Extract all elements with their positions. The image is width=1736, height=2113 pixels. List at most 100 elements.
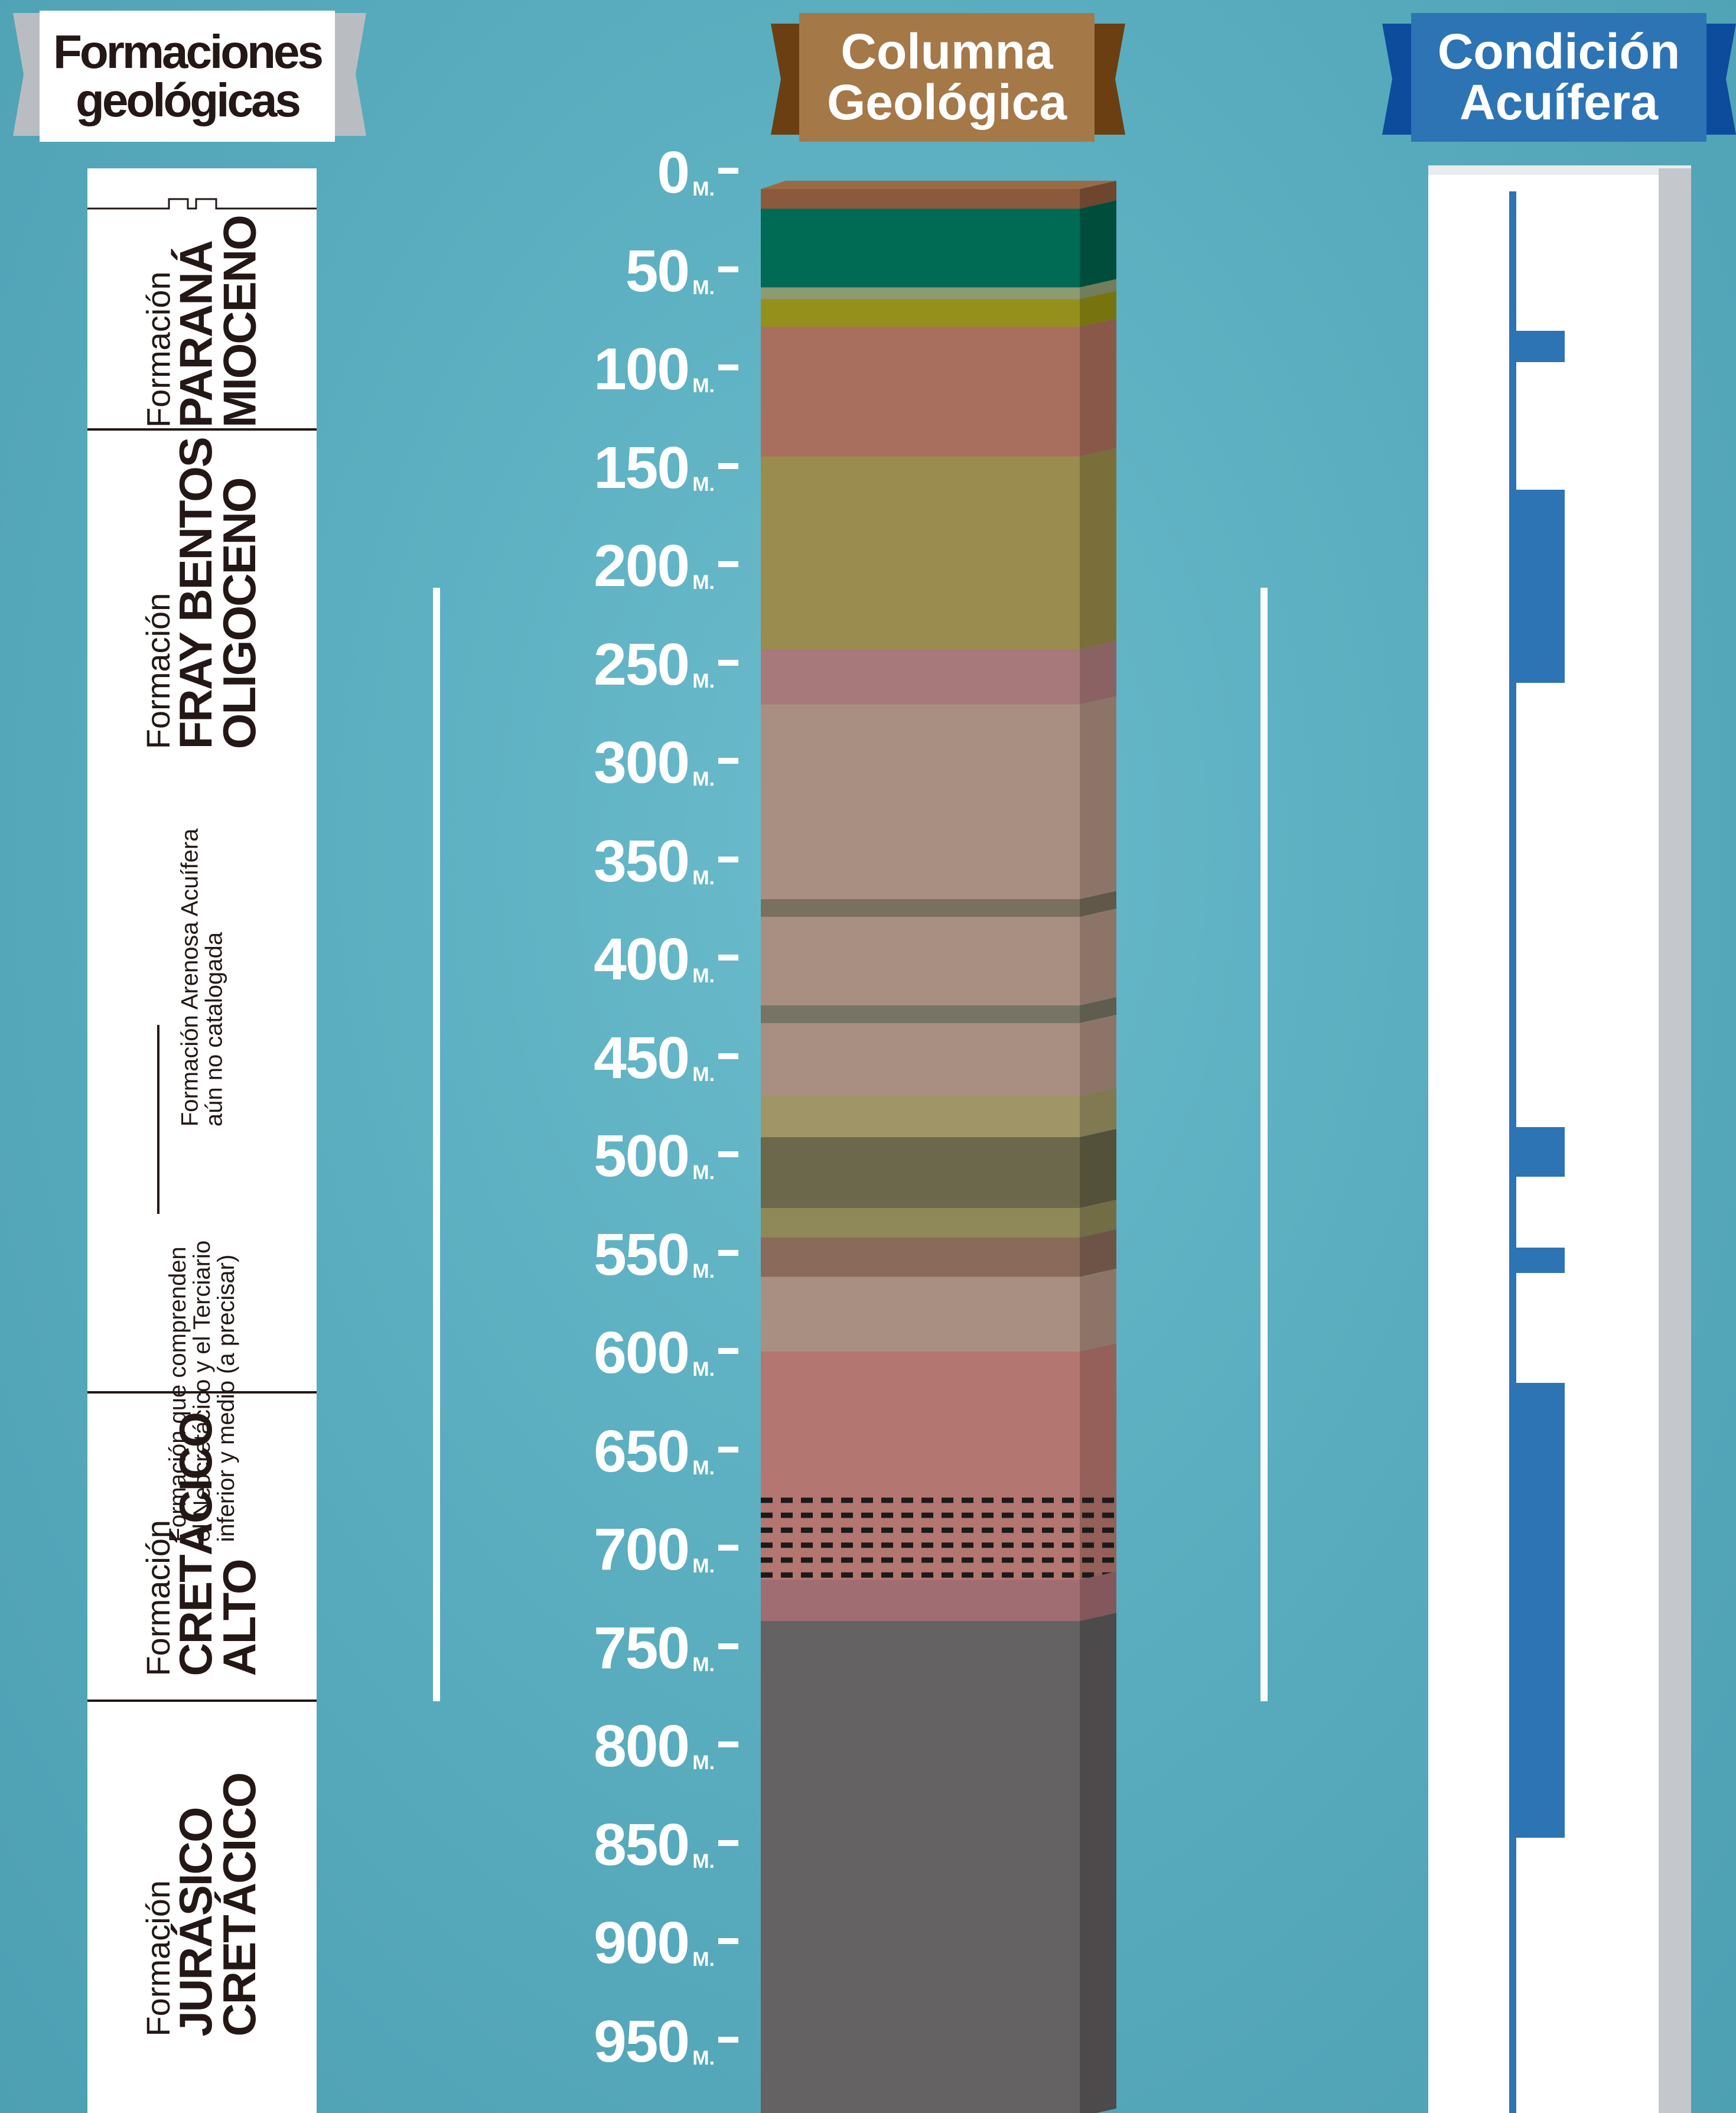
depth-tick	[718, 168, 738, 174]
formations-table: Formación PARANÁ MIOCENO Formación FRAY …	[87, 168, 317, 2113]
depth-value: 700	[594, 1516, 690, 1583]
column-layer-side	[1080, 891, 1116, 917]
depth-tick	[718, 463, 738, 469]
column-layer	[761, 209, 1080, 288]
column-layer	[761, 1137, 1080, 1209]
column-layer-side	[1080, 1268, 1116, 1352]
column-layer	[761, 899, 1080, 918]
depth-label: 800 M.	[59, 1717, 738, 1776]
depth-unit: M.	[692, 866, 715, 889]
depth-label: 400 M.	[59, 930, 738, 989]
column-layer	[761, 327, 1080, 457]
depth-value: 550	[594, 1221, 690, 1288]
depth-unit: M.	[692, 1161, 715, 1184]
depth-tick	[718, 2036, 738, 2043]
depth-value: 250	[594, 631, 690, 698]
formation-divider	[87, 1391, 317, 1394]
depth-tick	[718, 364, 738, 370]
depth-unit: M.	[692, 1456, 715, 1479]
formation-arenosa-bracket	[157, 1025, 159, 1214]
depth-label: 500 M.	[59, 1127, 738, 1186]
column-layer	[761, 1277, 1080, 1353]
column-layer-side	[1080, 279, 1116, 299]
depth-label: 300 M.	[59, 733, 738, 792]
depth-value: 650	[594, 1418, 690, 1484]
depth-value: 850	[594, 1811, 690, 1878]
depth-value: 350	[594, 828, 690, 894]
column-top-cap	[761, 181, 1116, 189]
depth-unit: M.	[692, 669, 715, 692]
depth-value: 900	[594, 1910, 690, 1976]
depth-tick	[718, 856, 738, 862]
depth-value: 100	[594, 336, 690, 402]
depth-unit: M.	[692, 1751, 715, 1774]
formation-jurasico-era: CRETÁCICO	[213, 1773, 266, 2037]
depth-value: 200	[594, 533, 690, 599]
column-layer	[761, 917, 1080, 1006]
depth-tick	[718, 1938, 738, 1944]
depth-unit: M.	[692, 1259, 715, 1282]
aquifer-zone	[1509, 490, 1565, 683]
depth-label: 550 M.	[59, 1225, 738, 1284]
column-layer	[761, 287, 1080, 300]
aquifer-zone	[1509, 1127, 1565, 1177]
column-layer	[761, 1096, 1080, 1138]
depth-label: 150 M.	[59, 438, 738, 497]
depth-label: 250 M.	[59, 635, 738, 694]
column-layer-side	[1080, 1571, 1116, 1622]
depth-tick	[718, 1839, 738, 1846]
depth-value: 750	[594, 1614, 690, 1681]
depth-value: 400	[594, 926, 690, 992]
depth-value: 500	[594, 1123, 690, 1189]
header-columna-line2: Geológica	[826, 74, 1067, 130]
depth-label: 350 M.	[59, 832, 738, 891]
depth-label: 700 M.	[59, 1520, 738, 1579]
depth-value: 300	[594, 730, 690, 796]
depth-tick	[718, 955, 738, 961]
column-layer	[761, 1207, 1080, 1238]
column-layer-side	[1080, 181, 1116, 209]
depth-value: 450	[594, 1024, 690, 1091]
column-layer	[761, 1005, 1080, 1024]
depth-tick	[718, 1348, 738, 1354]
depth-tick	[718, 659, 738, 666]
header-condicion-acuifera: Condición Acuífera	[1411, 13, 1706, 142]
depth-value: 150	[594, 434, 690, 501]
column-layer-side	[1080, 1229, 1116, 1277]
depth-tick	[718, 561, 738, 567]
depth-unit: M.	[692, 1948, 715, 1971]
column-layer	[761, 649, 1080, 705]
column-layer	[761, 1352, 1080, 1488]
column-layer	[761, 1580, 1080, 1622]
depth-tick	[718, 1545, 738, 1551]
header-columna-line1: Columna	[841, 24, 1053, 80]
depth-unit: M.	[692, 1555, 715, 1577]
header-formaciones-line2: geológicas	[76, 74, 301, 126]
depth-unit: M.	[692, 178, 715, 200]
depth-label: 450 M.	[59, 1028, 738, 1088]
depth-unit: M.	[692, 1358, 715, 1381]
depth-unit: M.	[692, 768, 715, 790]
left-vertical-line	[433, 588, 440, 1701]
depth-label: 0 M.	[59, 143, 738, 202]
geological-column	[761, 181, 1116, 2113]
formation-jurasico-name: JURÁSICO	[170, 1808, 222, 2037]
column-layer-side	[1080, 997, 1116, 1023]
depth-label: 900 M.	[59, 1913, 738, 1972]
depth-label: 850 M.	[59, 1815, 738, 1874]
depth-label: 750 M.	[59, 1619, 738, 1678]
aquifer-panel	[1428, 175, 1659, 2113]
header-condicion-line1: Condición	[1437, 24, 1680, 80]
depth-unit: M.	[692, 1063, 715, 1086]
column-layer	[761, 189, 1080, 210]
aquifer-panel-side	[1659, 168, 1691, 2113]
depth-unit: M.	[692, 1653, 715, 1676]
column-layer-side	[1080, 641, 1116, 705]
column-layer-side	[1080, 1343, 1116, 1487]
column-layer-side	[1080, 291, 1116, 327]
column-layer-side	[1080, 909, 1116, 1005]
header-formaciones-geologicas: Formaciones geológicas	[40, 11, 335, 142]
column-layer-side	[1080, 1088, 1116, 1138]
column-layer	[761, 299, 1080, 328]
column-layer-side	[1080, 1129, 1116, 1208]
